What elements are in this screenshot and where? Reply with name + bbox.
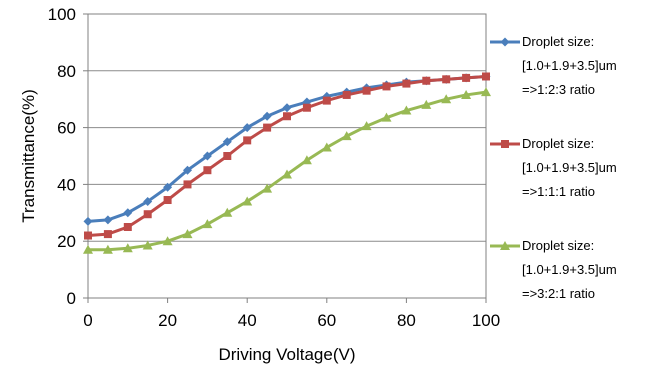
series-1-point bbox=[143, 196, 153, 206]
series-1-point bbox=[183, 165, 192, 175]
legend-label-line: Droplet size: bbox=[522, 136, 595, 151]
series-1-point bbox=[262, 111, 272, 121]
legend-swatch-3 bbox=[490, 241, 520, 250]
series-3-point bbox=[182, 229, 193, 239]
series-2-point bbox=[84, 231, 92, 240]
legend-marker bbox=[500, 37, 510, 47]
x-tick-label: 20 bbox=[158, 311, 177, 330]
series-3-point bbox=[102, 244, 113, 254]
series-2-point bbox=[322, 96, 331, 105]
legend-item-2: Droplet size: [1.0+1.9+3.5]um =>1:1:1 rati… bbox=[490, 132, 658, 234]
series-2-point bbox=[382, 82, 391, 91]
series-3-point bbox=[202, 219, 213, 229]
series-3-point bbox=[262, 183, 273, 193]
legend-label: Droplet size: [1.0+1.9+3.5]um =>1:2:3 rati… bbox=[522, 30, 617, 102]
series-2-point bbox=[442, 75, 451, 84]
series-1-point bbox=[282, 103, 292, 113]
series-1 bbox=[83, 71, 491, 226]
series-3-point bbox=[441, 94, 452, 104]
legend-label-line: [1.0+1.9+3.5]um bbox=[522, 58, 617, 73]
series-2-point bbox=[123, 223, 132, 231]
legend-label-line: [1.0+1.9+3.5]um bbox=[522, 160, 617, 175]
legend-label-line: [1.0+1.9+3.5]um bbox=[522, 262, 617, 277]
legend: Droplet size: [1.0+1.9+3.5]um =>1:2:3 rati… bbox=[490, 30, 658, 336]
x-axis-title: Driving Voltage(V) bbox=[218, 345, 355, 364]
series-2-point bbox=[163, 196, 172, 205]
x-tick-label: 40 bbox=[238, 311, 257, 330]
series-2-point bbox=[362, 86, 371, 95]
y-tick-label: 20 bbox=[57, 232, 76, 251]
legend-swatch-2 bbox=[490, 140, 520, 148]
series-2-point bbox=[402, 79, 411, 88]
series-2-point bbox=[263, 123, 272, 132]
series-3-point bbox=[142, 240, 153, 250]
series-3-point bbox=[321, 142, 332, 152]
series-2-point bbox=[422, 76, 431, 85]
series-2-point bbox=[143, 210, 152, 219]
x-tick-label: 60 bbox=[317, 311, 336, 330]
series-1-point bbox=[202, 151, 212, 161]
legend-label-line: =>1:2:3 ratio bbox=[522, 82, 595, 97]
legend-label-line: Droplet size: bbox=[522, 238, 595, 253]
series-2-point bbox=[283, 112, 291, 121]
grid-lines bbox=[88, 70, 486, 242]
series-3-point bbox=[421, 99, 432, 109]
plot-area-frame bbox=[87, 13, 487, 299]
series-2-point bbox=[203, 166, 212, 175]
series-2-point bbox=[342, 90, 351, 99]
series-3-point bbox=[83, 244, 93, 254]
y-tick-label: 100 bbox=[48, 5, 76, 24]
legend-marker bbox=[500, 241, 510, 250]
x-tick-label: 0 bbox=[83, 311, 92, 330]
series-2-point bbox=[103, 230, 112, 239]
series-3 bbox=[83, 87, 491, 254]
series-3-point bbox=[282, 169, 292, 179]
series-3-point bbox=[401, 105, 412, 115]
legend-label-line: Droplet size: bbox=[522, 34, 595, 49]
series-3-point bbox=[162, 236, 173, 246]
axes: 0 20 40 60 80 100 0 20 40 60 80 100 bbox=[48, 5, 501, 330]
legend-label: Droplet size: [1.0+1.9+3.5]um =>1:1:1 rati… bbox=[522, 132, 617, 204]
legend-item-1: Droplet size: [1.0+1.9+3.5]um =>1:2:3 rati… bbox=[490, 30, 658, 132]
series-2-point bbox=[462, 73, 471, 82]
series-1-point bbox=[83, 216, 93, 226]
series-2-point bbox=[183, 180, 192, 189]
legend-label: Droplet size: [1.0+1.9+3.5]um =>3:2:1 rati… bbox=[522, 234, 617, 306]
x-tick-label: 80 bbox=[397, 311, 416, 330]
legend-marker bbox=[501, 140, 509, 148]
series-2-point bbox=[482, 72, 490, 81]
series-1-point bbox=[242, 123, 252, 133]
series-3-point bbox=[481, 87, 491, 97]
series-2 bbox=[84, 72, 490, 240]
legend-swatch-1 bbox=[490, 37, 520, 47]
y-tick-label: 0 bbox=[67, 289, 76, 308]
y-axis-title: Transmittance(%) bbox=[19, 89, 38, 223]
series-3-point bbox=[341, 131, 352, 141]
series-3-point bbox=[461, 89, 472, 99]
series-2-point bbox=[223, 152, 232, 160]
series-2-point bbox=[243, 136, 252, 145]
legend-label-line: =>3:2:1 ratio bbox=[522, 286, 595, 301]
y-tick-label: 60 bbox=[57, 119, 76, 138]
legend-label-line: =>1:1:1 ratio bbox=[522, 184, 595, 199]
x-tick-label: 100 bbox=[472, 311, 500, 330]
series-1-point bbox=[222, 137, 232, 147]
series-3-point bbox=[222, 207, 233, 217]
series-3-point bbox=[122, 243, 133, 253]
series-3-point bbox=[242, 196, 253, 206]
series-3-point bbox=[361, 121, 372, 131]
legend-item-3: Droplet size: [1.0+1.9+3.5]um =>3:2:1 rati… bbox=[490, 234, 658, 336]
y-tick-label: 40 bbox=[57, 175, 76, 194]
series-1-point bbox=[163, 182, 173, 192]
series-3-point bbox=[301, 155, 312, 165]
series-3-point bbox=[381, 112, 392, 122]
series-layer bbox=[83, 71, 491, 254]
series-1-point bbox=[123, 208, 133, 218]
series-2-point bbox=[302, 103, 311, 112]
series-1-point bbox=[103, 215, 113, 225]
y-tick-label: 80 bbox=[57, 62, 76, 81]
